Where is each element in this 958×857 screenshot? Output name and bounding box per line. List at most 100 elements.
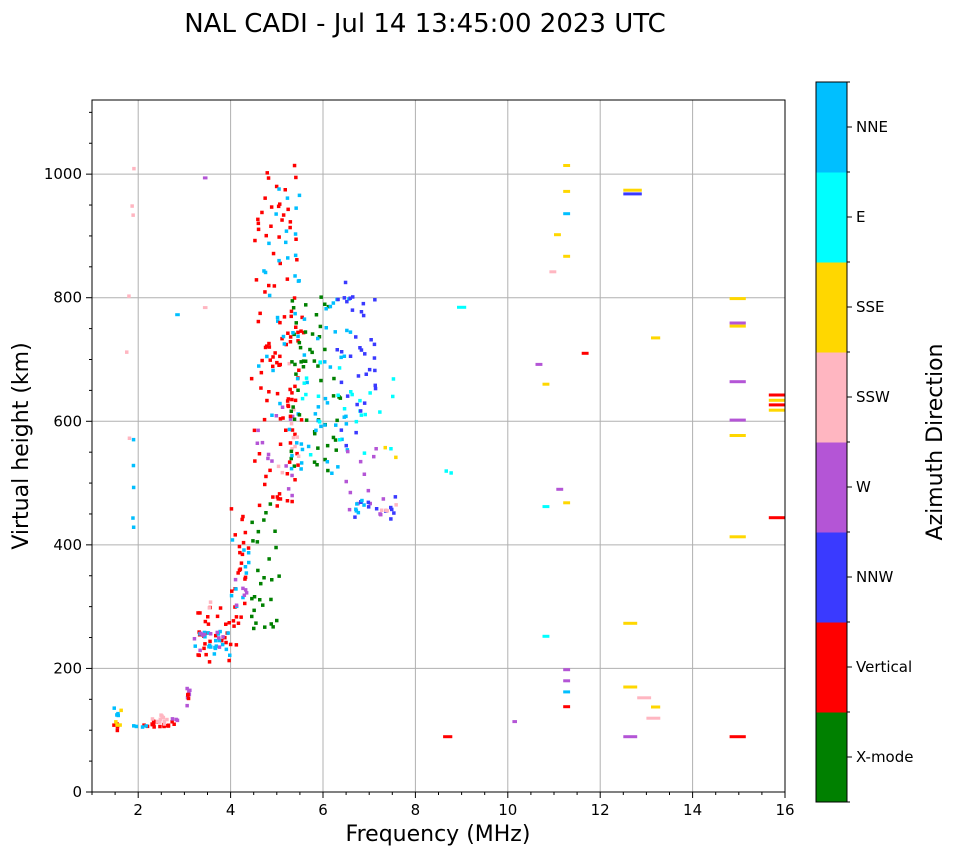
echo-point-nnw [362,401,367,405]
echo-point-nne [230,538,235,542]
echo-point-nne [284,240,288,245]
echo-point-vertical [227,621,231,625]
echo-point-w [199,631,203,636]
echo-point-x-mode [258,598,262,602]
colorbar-segment-sse [816,262,847,353]
echo-point-sse [394,455,398,460]
echo-point-nne [131,463,136,468]
echo-point-x-mode [289,449,294,454]
echo-point-vertical [234,615,239,619]
echo-point-vertical [263,196,267,200]
echo-point-x-mode [254,621,258,625]
echo-point-nne [213,646,218,651]
echo-point-w [535,362,543,366]
echo-point-nne [323,423,327,427]
echo-point-vertical [253,238,257,243]
echo-point-w [221,635,225,639]
echo-point-x-mode [289,409,293,413]
echo-point-w [379,512,383,517]
echo-point-vertical [277,235,281,239]
echo-point-e [359,413,364,417]
echo-point-vertical [281,213,286,217]
echo-point-x-mode [263,625,267,629]
echo-point-vertical [293,384,297,389]
echo-point-vertical [206,622,211,626]
echo-point-x-mode [312,359,317,363]
echo-point-vertical [252,428,257,433]
echo-point-x-mode [296,388,300,392]
echo-point-w [244,591,249,595]
echo-point-sse [623,188,642,192]
echo-point-nne [344,422,349,426]
echo-point-nne [293,274,297,278]
echo-point-ssw [384,508,388,512]
colorbar-segment-ssw [816,352,847,443]
echo-point-e [542,505,550,509]
echo-point-vertical [292,296,297,300]
echo-point-vertical [236,571,240,575]
echo-point-vertical [263,290,267,294]
echo-point-x-mode [298,345,303,350]
echo-point-vertical [278,417,283,421]
echo-point-e [308,453,313,457]
echo-point-x-mode [274,545,278,550]
echo-point-w [260,440,265,445]
echo-point-vertical [207,660,212,664]
echo-point-w [290,414,295,419]
echo-point-w [290,473,294,478]
echo-point-vertical [271,251,276,256]
echo-point-vertical [288,387,292,392]
echo-point-vertical [271,355,275,359]
echo-point-x-mode [264,511,268,515]
echo-point-nne [214,638,218,643]
echo-point-ssw [292,407,296,412]
echo-point-vertical [288,441,293,445]
y-tick-label: 0 [72,783,82,801]
echo-point-nne [270,413,274,417]
echo-point-ssw [127,436,132,440]
echo-point-nne [299,442,304,446]
y-tick-label: 1000 [44,165,82,183]
echo-point-ssw [132,166,136,171]
echo-point-ssw [155,719,160,724]
echo-point-ssw [162,719,167,724]
echo-point-vertical [186,696,191,701]
echo-point-x-mode [297,340,302,345]
echo-point-vertical [301,330,306,335]
echo-point-e [362,451,367,455]
echo-point-sse [119,708,123,713]
echo-point-x-mode [294,372,298,376]
echo-point-vertical [152,725,156,729]
echo-point-nne [234,587,238,591]
echo-point-nne [267,241,271,246]
echo-point-nnw [374,507,379,511]
echo-point-nnw [353,515,357,519]
echo-point-x-mode [267,557,271,561]
echo-point-x-mode [262,518,266,522]
echo-point-vertical [233,533,237,537]
echo-point-x-mode [269,622,273,626]
echo-point-ssw [165,717,169,722]
echo-point-x-mode [310,350,314,355]
echo-point-x-mode [326,304,331,309]
echo-point-vertical [290,397,294,402]
echo-point-ssw [549,270,557,274]
echo-point-x-mode [291,405,295,409]
echo-point-e [378,410,382,414]
echo-point-ssw [159,713,163,717]
echo-point-w [729,380,746,384]
echo-point-e [317,420,322,424]
echo-point-vertical [265,171,269,175]
echo-point-ssw [161,715,166,720]
x-tick-label: 14 [683,801,702,819]
echo-point-vertical [268,358,272,362]
echo-point-nnw [359,310,364,314]
colorbar-segment-w [816,442,847,533]
echo-point-nne [112,706,116,710]
echo-point-nne [563,690,571,694]
echo-point-nnw [373,368,377,373]
echo-point-vertical [220,638,224,643]
echo-point-nnw [358,346,362,350]
echo-point-nne [286,256,290,260]
echo-point-ssw [296,454,301,458]
